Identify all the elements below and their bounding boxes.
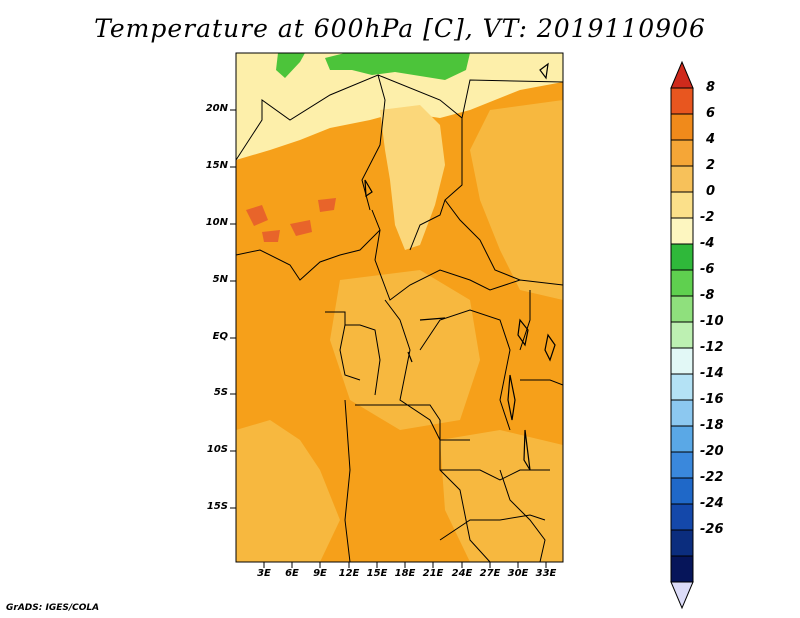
- colorbar-label: 8: [706, 80, 716, 95]
- map-frame: [235, 52, 564, 563]
- field-cold-blob: [276, 53, 305, 78]
- lat-label: EQ: [212, 331, 228, 342]
- colorbar-label: -26: [700, 522, 724, 537]
- grads-credit: GrADS: IGES/COLA: [6, 603, 100, 613]
- colorbar-swatch: [670, 503, 694, 531]
- lon-label: 27E: [479, 568, 501, 579]
- lon-label: 6E: [285, 568, 299, 579]
- lat-ticks: [230, 109, 236, 509]
- colorbar-swatch: [670, 269, 694, 297]
- colorbar-label: -20: [700, 444, 724, 459]
- lat-label: 5S: [213, 387, 228, 398]
- lake-outlines: [364, 62, 556, 471]
- colorbar-swatch: [670, 243, 694, 271]
- colorbar-swatch: [670, 555, 694, 583]
- lon-label: 24E: [451, 568, 473, 579]
- colorbar-swatch: [670, 399, 694, 427]
- lon-label: 21E: [422, 568, 444, 579]
- field-warm-central: [330, 270, 480, 430]
- colorbar-swatch: [670, 217, 694, 245]
- lon-label: 30E: [507, 568, 529, 579]
- colorbar: [670, 60, 694, 610]
- field-cool-southwest: [236, 420, 340, 562]
- colorbar-label: -10: [700, 314, 724, 329]
- map-title: Temperature at 600hPa [C], VT: 201911090…: [94, 14, 706, 43]
- field-hot-spot: [246, 205, 268, 226]
- lon-label: 33E: [535, 568, 557, 579]
- colorbar-label: -6: [700, 262, 715, 277]
- colorbar-label: -16: [700, 392, 724, 407]
- field-cold-blob: [325, 53, 470, 80]
- colorbar-label: 2: [706, 158, 716, 173]
- lon-label: 12E: [338, 568, 360, 579]
- temperature-field: [236, 53, 563, 562]
- lat-label: 20N: [205, 103, 228, 114]
- lon-ticks: [263, 562, 547, 568]
- colorbar-swatch: [670, 87, 694, 115]
- field-hot-spot: [262, 230, 280, 242]
- field-hot-spot: [318, 198, 336, 212]
- field-hot-spot: [290, 220, 312, 236]
- colorbar-label: -18: [700, 418, 724, 433]
- colorbar-label: -2: [700, 210, 715, 225]
- colorbar-label: -14: [700, 366, 724, 381]
- lon-label: 3E: [257, 568, 271, 579]
- colorbar-swatch: [670, 347, 694, 375]
- lat-label: 15N: [205, 160, 228, 171]
- colorbar-label: -8: [700, 288, 715, 303]
- colorbar-label: 6: [706, 106, 716, 121]
- lon-label: 15E: [366, 568, 388, 579]
- colorbar-label: 0: [706, 184, 716, 199]
- field-cool-central: [380, 105, 445, 250]
- field-cool-southeast: [440, 430, 563, 562]
- colorbar-label: 4: [706, 132, 716, 147]
- lat-label: 15S: [206, 501, 228, 512]
- colorbar-swatch: [670, 165, 694, 193]
- colorbar-label: -22: [700, 470, 724, 485]
- colorbar-top-arrow: [670, 60, 694, 89]
- colorbar-label: -24: [700, 496, 724, 511]
- colorbar-swatch: [670, 191, 694, 219]
- colorbar-label: -4: [700, 236, 715, 251]
- colorbar-swatch: [670, 425, 694, 453]
- colorbar-swatch: [670, 477, 694, 505]
- colorbar-swatch: [670, 113, 694, 141]
- colorbar-swatch: [670, 529, 694, 557]
- colorbar-bottom-arrow: [670, 581, 694, 610]
- colorbar-swatch: [670, 321, 694, 349]
- country-borders: [236, 74, 563, 562]
- colorbar-swatch: [670, 295, 694, 323]
- colorbar-swatch: [670, 139, 694, 167]
- lat-label: 10N: [205, 217, 228, 228]
- colorbar-label: -12: [700, 340, 724, 355]
- lat-label: 10S: [206, 444, 228, 455]
- colorbar-swatch: [670, 373, 694, 401]
- lon-label: 9E: [313, 568, 327, 579]
- field-cool-east: [470, 100, 563, 300]
- colorbar-swatch: [670, 451, 694, 479]
- lon-label: 18E: [394, 568, 416, 579]
- lat-label: 5N: [212, 274, 228, 285]
